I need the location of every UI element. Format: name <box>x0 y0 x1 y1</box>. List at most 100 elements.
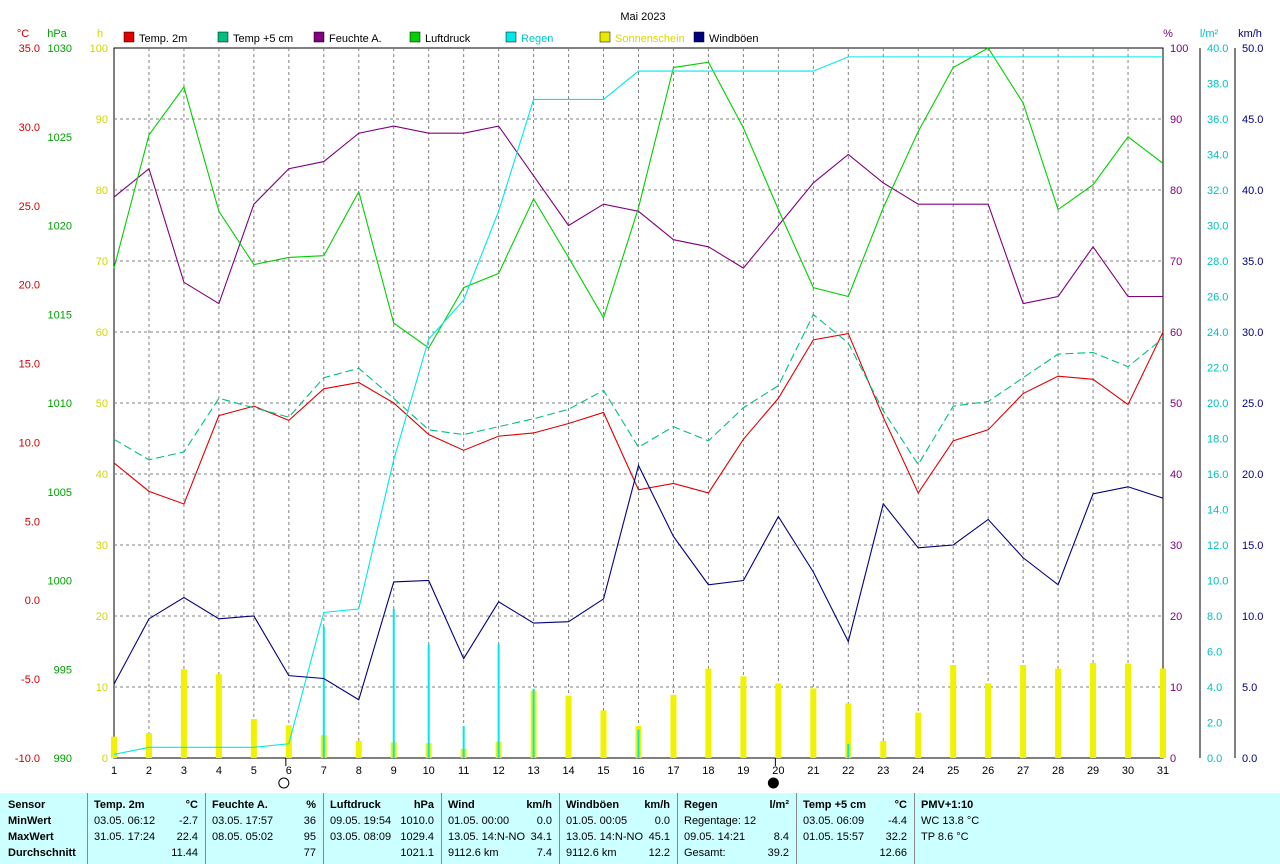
temp-tick-label: 20.0 <box>19 280 40 292</box>
series-line-feuchte-a- <box>113 125 1163 305</box>
sunshine-bar <box>1125 663 1132 758</box>
x-tick-label: 12 <box>493 765 505 777</box>
wind-tick-label: 10.0 <box>1242 611 1263 623</box>
x-tick-label: 30 <box>1122 765 1134 777</box>
stats-header: Temp +5 cm <box>803 799 867 811</box>
stats-max-value: 45.1 <box>648 831 670 843</box>
legend-swatch <box>599 31 611 43</box>
stats-max-value: 32.2 <box>885 831 907 843</box>
stats-column: PMV+1:10 WC 13.8 °C TP 8.6 °C <box>921 793 1029 864</box>
sunshine-bar <box>250 718 257 758</box>
sun-tick-label: 70 <box>96 256 108 268</box>
statistics-table: Sensor MinWert MaxWert Durchschnitt Temp… <box>0 793 1280 864</box>
sunshine-bar <box>950 664 957 758</box>
column-separator <box>323 793 324 864</box>
series-line-regen <box>113 56 1163 755</box>
legend-label: Regen <box>521 33 553 45</box>
humidity-tick-label: 40 <box>1170 469 1182 481</box>
rain-tick-label: 28.0 <box>1207 256 1228 268</box>
stats-column: Feuchte A.% 03.05. 17:57 36 08.05. 05:02 95 7… <box>212 793 316 864</box>
x-tick-label: 19 <box>737 765 749 777</box>
rain-tick-label: 24.0 <box>1207 327 1228 339</box>
temp-tick-label: -5.0 <box>21 674 40 686</box>
temp-unit-label: °C <box>17 28 29 40</box>
humidity-tick-label: 30 <box>1170 540 1182 552</box>
series-line-temp-2m <box>113 331 1164 505</box>
stats-column: Windböen km/h 01.05. 00:05 0.0 13.05. 14:N-N… <box>566 793 670 864</box>
humidity-tick-label: 10 <box>1170 682 1182 694</box>
temp-tick-label: 5.0 <box>25 516 40 528</box>
x-tick-label: 15 <box>597 765 609 777</box>
humidity-tick-label: 20 <box>1170 611 1182 623</box>
stats-max-value: 1029.4 <box>400 831 434 843</box>
temp-tick-label: 25.0 <box>19 201 40 213</box>
rain-tick-label: 34.0 <box>1207 150 1228 162</box>
stats-min-value: 1010.0 <box>400 815 434 827</box>
sunshine-bar <box>355 740 362 758</box>
rain-unit-label: l/m² <box>1200 28 1219 40</box>
legend-label: Luftdruck <box>425 33 471 45</box>
sun-tick-label: 100 <box>90 43 108 55</box>
rain-bar <box>392 608 395 758</box>
rain-bar <box>427 644 430 758</box>
temp-tick-label: 10.0 <box>19 437 40 449</box>
full-moon-icon <box>767 777 779 789</box>
stats-column: Wind km/h 01.05. 00:00 0.0 13.05. 14:N-NO 34.… <box>448 793 552 864</box>
row-label-avg: Durchschnitt <box>8 847 76 859</box>
humidity-tick-label: 0 <box>1170 753 1176 765</box>
x-tick-label: 25 <box>947 765 959 777</box>
rain-tick-label: 16.0 <box>1207 469 1228 481</box>
row-label-min: MinWert <box>8 815 52 827</box>
stats-header: Feuchte A. <box>212 799 268 811</box>
stats-min-time: 09.05. 19:54 <box>330 815 392 827</box>
sunshine-bar <box>600 710 607 758</box>
pressure-tick-label: 990 <box>54 753 72 765</box>
column-separator <box>205 793 206 864</box>
sun-tick-label: 40 <box>96 469 108 481</box>
stats-min-time: Regentage: 12 <box>684 815 757 827</box>
rain-bar <box>497 644 500 758</box>
pressure-tick-label: 1005 <box>48 487 72 499</box>
rain-tick-label: 4.0 <box>1207 682 1222 694</box>
stats-column: Temp. 2m °C 03.05. 06:12 -2.7 31.05. 17:24 22… <box>94 793 198 864</box>
stats-avg-value: 12.2 <box>648 847 670 859</box>
pressure-tick-label: 1030 <box>48 43 72 55</box>
rain-tick-label: 22.0 <box>1207 363 1228 375</box>
sunshine-bar <box>845 703 852 758</box>
x-tick-label: 2 <box>146 765 152 777</box>
stats-max-value: 34.1 <box>530 831 552 843</box>
stats-column: Luftdruck hPa 09.05. 19:54 1010.0 03.05. 08:… <box>330 793 434 864</box>
stats-max-value: 22.4 <box>176 831 198 843</box>
sunshine-bar <box>1020 664 1027 758</box>
x-tick-label: 8 <box>356 765 362 777</box>
temp-tick-label: 30.0 <box>19 122 40 134</box>
stats-min-time: 03.05. 06:12 <box>94 815 156 827</box>
rain-bar <box>532 688 535 758</box>
pressure-tick-label: 1020 <box>48 221 72 233</box>
stats-header: Luftdruck <box>330 799 381 811</box>
legend-swatch <box>123 31 135 43</box>
sun-tick-label: 20 <box>96 611 108 623</box>
column-separator <box>677 793 678 864</box>
legend-swatch <box>409 31 421 43</box>
stats-header: Windböen <box>566 799 620 811</box>
x-tick-label: 23 <box>877 765 889 777</box>
legend-swatch <box>505 31 517 43</box>
humidity-tick-label: 80 <box>1170 185 1182 197</box>
legend-label: Feuchte A. <box>329 33 382 45</box>
sun-tick-label: 30 <box>96 540 108 552</box>
x-tick-label: 24 <box>912 765 924 777</box>
column-separator <box>914 793 915 864</box>
sunshine-bar <box>810 688 817 758</box>
humidity-tick-label: 90 <box>1170 114 1182 126</box>
sun-tick-label: 50 <box>96 398 108 410</box>
humidity-tick-label: 60 <box>1170 327 1182 339</box>
rain-tick-label: 20.0 <box>1207 398 1228 410</box>
legend-swatch <box>217 31 229 43</box>
stats-column: Regen l/m² Regentage: 12 09.05. 14:21 8.4 Ges… <box>684 793 789 864</box>
x-tick-label: 6 <box>286 765 292 777</box>
stats-min-time: 01.05. 00:05 <box>566 815 628 827</box>
stats-max-time: 03.05. 08:09 <box>330 831 392 843</box>
stats-max-time: 01.05. 15:57 <box>803 831 865 843</box>
stats-min-time: WC 13.8 °C <box>921 815 980 827</box>
